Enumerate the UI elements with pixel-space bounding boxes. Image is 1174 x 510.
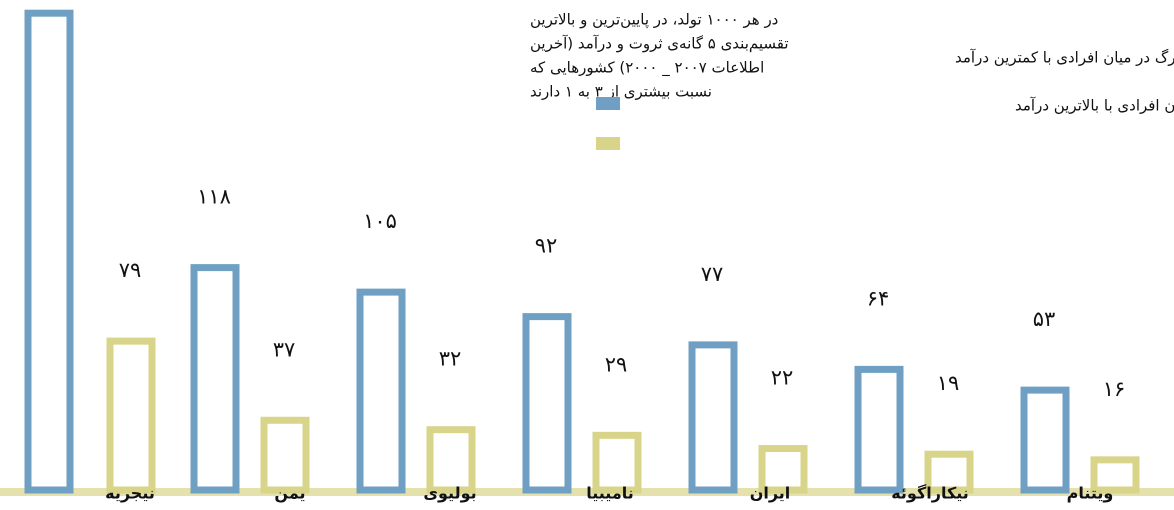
bar	[1020, 386, 1070, 494]
value-label: ۶۴	[867, 286, 890, 310]
value-label: ۷۷	[701, 262, 724, 286]
value-label: ۱۱۸	[197, 185, 231, 209]
value-label: ۹۲	[535, 234, 558, 258]
legend-swatch	[596, 137, 620, 150]
x-tick-label: یمن	[274, 484, 305, 503]
bar	[260, 416, 310, 494]
value-label: ۷۹	[119, 258, 142, 282]
bar	[24, 9, 74, 494]
title-line: نسبت بیشتری از ۳ به ۱ دارند	[530, 83, 712, 101]
value-label: ۲۹	[605, 352, 628, 376]
x-tick-label: نامیبیا	[586, 484, 634, 503]
value-label: ۲۲	[771, 366, 794, 390]
x-tick-label: ویتنام	[1067, 484, 1114, 503]
title-line: تقسیم‌بندی ۵ گانه‌ی ثروت و درآمد (آخرین	[530, 35, 789, 53]
bar	[758, 445, 808, 494]
bar	[426, 426, 476, 494]
x-tick-label: بولیوی	[423, 484, 476, 503]
bar	[356, 288, 406, 494]
value-label: ۳۷	[273, 337, 296, 361]
bar	[688, 341, 738, 494]
bar	[190, 264, 240, 494]
legend-swatch	[596, 97, 620, 110]
legend-label: میزان مرگ در میان افرادی با کمترین درآمد	[955, 49, 1174, 67]
legend-label: میزان مرگ‌ومیر در میان افرادی با بالاتری…	[1015, 97, 1174, 115]
value-label: ۱۶	[1103, 377, 1126, 401]
value-label: ۱۰۵	[363, 209, 397, 233]
title-line: در هر ۱۰۰۰ تولد، در پایین‌ترین و بالاتری…	[530, 11, 778, 30]
bar	[522, 313, 572, 494]
x-tick-label: نیکاراگوئه	[891, 484, 969, 503]
bar	[924, 450, 974, 494]
x-tick-label: نیجریه	[105, 484, 155, 503]
bar	[106, 337, 156, 494]
x-tick-label: ایران	[750, 484, 791, 503]
bar	[854, 365, 904, 494]
bar	[592, 431, 642, 494]
value-label: ۵۳	[1033, 307, 1056, 331]
baseline-band	[0, 488, 1174, 496]
title-line: اطلاعات ۲۰۰۷ _ ۲۰۰۰) کشورهایی که	[530, 59, 764, 78]
bar	[1090, 456, 1140, 494]
value-label: ۳۲	[439, 347, 462, 371]
value-label: ۱۹	[937, 371, 960, 395]
